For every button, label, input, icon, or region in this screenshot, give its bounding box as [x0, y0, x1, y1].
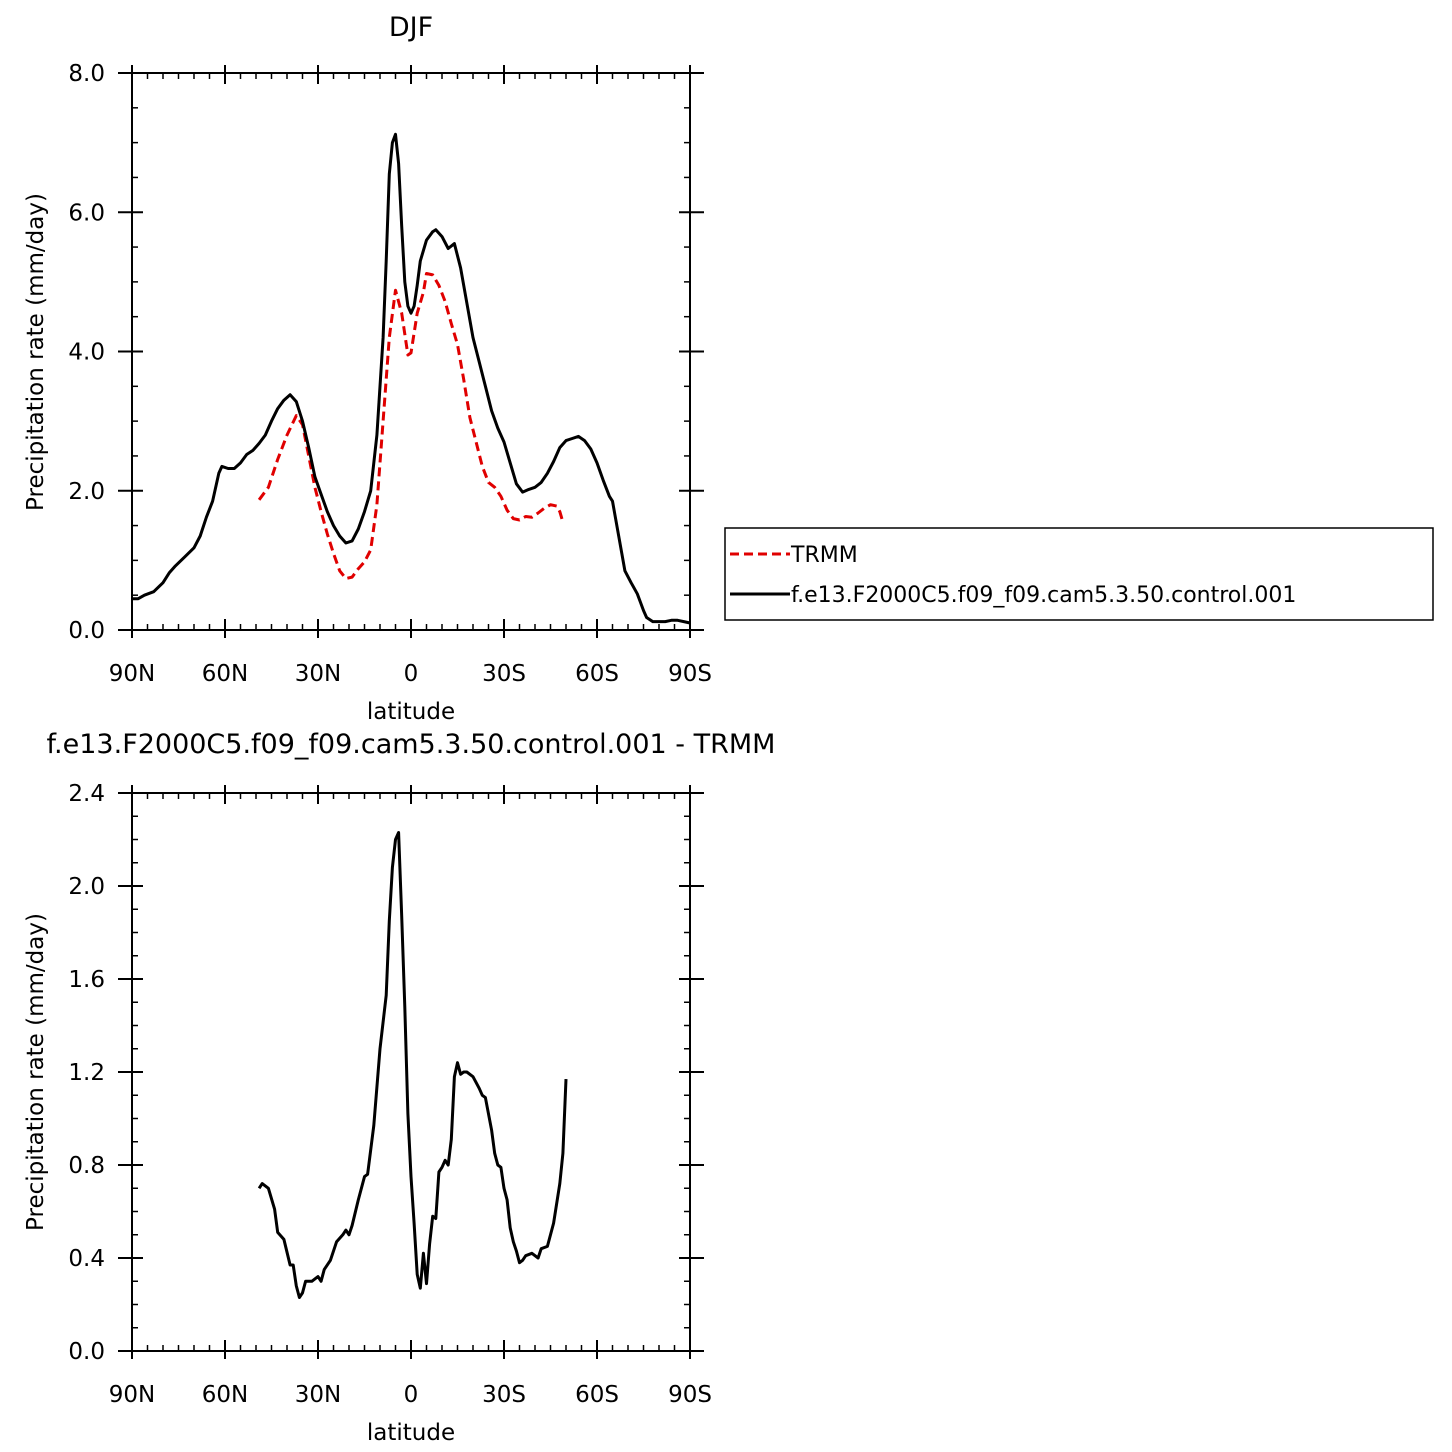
top-panel: DJF 90N 60N 30N 0 30S 60S 90S 0.0 2.0 4.0 6.0 8.0 l…	[23, 12, 712, 725]
bottom-x-tick-label: 90N	[109, 1382, 155, 1408]
bottom-y-tick-label: 2.4	[68, 781, 105, 807]
bottom-series-line-difference	[257, 831, 568, 1299]
bottom-plot-area: 90N 60N 30N 0 30S 60S 90S 0.0 0.4 0.8 1.2 1.6 2.0 2.4	[68, 781, 712, 1408]
top-y-tick-label: 4.0	[68, 340, 105, 366]
bottom-y-tick-label: 0.4	[68, 1246, 105, 1272]
top-x-tick-label: 30N	[295, 661, 341, 687]
bottom-y-axis-label: Precipitation rate (mm/day)	[23, 913, 49, 1231]
bottom-x-tick-label: 30S	[482, 1382, 526, 1408]
legend-label-model: f.e13.F2000C5.f09_f09.cam5.3.50.control.…	[791, 583, 1296, 608]
bottom-x-tick-label: 90S	[668, 1382, 712, 1408]
legend: TRMM f.e13.F2000C5.f09_f09.cam5.3.50.con…	[724, 527, 1434, 621]
top-y-tick-label: 6.0	[68, 200, 105, 226]
bottom-chart-title: f.e13.F2000C5.f09_f09.cam5.3.50.control.…	[47, 729, 776, 760]
bottom-y-tick-label: 1.6	[68, 967, 105, 993]
bottom-plot-frame	[131, 792, 691, 1352]
top-x-tick-label: 0	[404, 661, 419, 687]
top-series-line-model	[132, 132, 691, 625]
bottom-y-tick-label: 2.0	[68, 874, 105, 900]
legend-label-trmm: TRMM	[790, 543, 858, 568]
top-x-axis-label: latitude	[367, 699, 455, 725]
top-x-tick-label: 90N	[109, 661, 155, 687]
bottom-x-tick-label: 0	[404, 1382, 419, 1408]
bottom-y-tick-label: 0.0	[68, 1339, 105, 1365]
legend-box	[724, 527, 1434, 621]
bottom-x-axis-label: latitude	[367, 1420, 455, 1446]
bottom-panel: f.e13.F2000C5.f09_f09.cam5.3.50.control.…	[23, 729, 775, 1446]
bottom-y-tick-label: 0.8	[68, 1153, 105, 1179]
bottom-x-tick-label: 60S	[575, 1382, 619, 1408]
top-x-tick-label: 60S	[575, 661, 619, 687]
top-y-axis-label: Precipitation rate (mm/day)	[23, 193, 49, 511]
top-y-tick-label: 0.0	[68, 618, 105, 644]
bottom-x-tick-label: 30N	[295, 1382, 341, 1408]
bottom-x-tick-label: 60N	[202, 1382, 248, 1408]
top-chart-title: DJF	[389, 12, 433, 43]
top-x-tick-label: 30S	[482, 661, 526, 687]
top-y-tick-label: 2.0	[68, 479, 105, 505]
top-y-tick-label: 8.0	[68, 61, 105, 87]
bottom-y-tick-label: 1.2	[68, 1060, 105, 1086]
top-x-tick-label: 60N	[202, 661, 248, 687]
top-plot-area: 90N 60N 30N 0 30S 60S 90S 0.0 2.0 4.0 6.0 8.0	[68, 61, 712, 687]
top-x-tick-label: 90S	[668, 661, 712, 687]
top-series-line-trmm	[257, 272, 565, 580]
